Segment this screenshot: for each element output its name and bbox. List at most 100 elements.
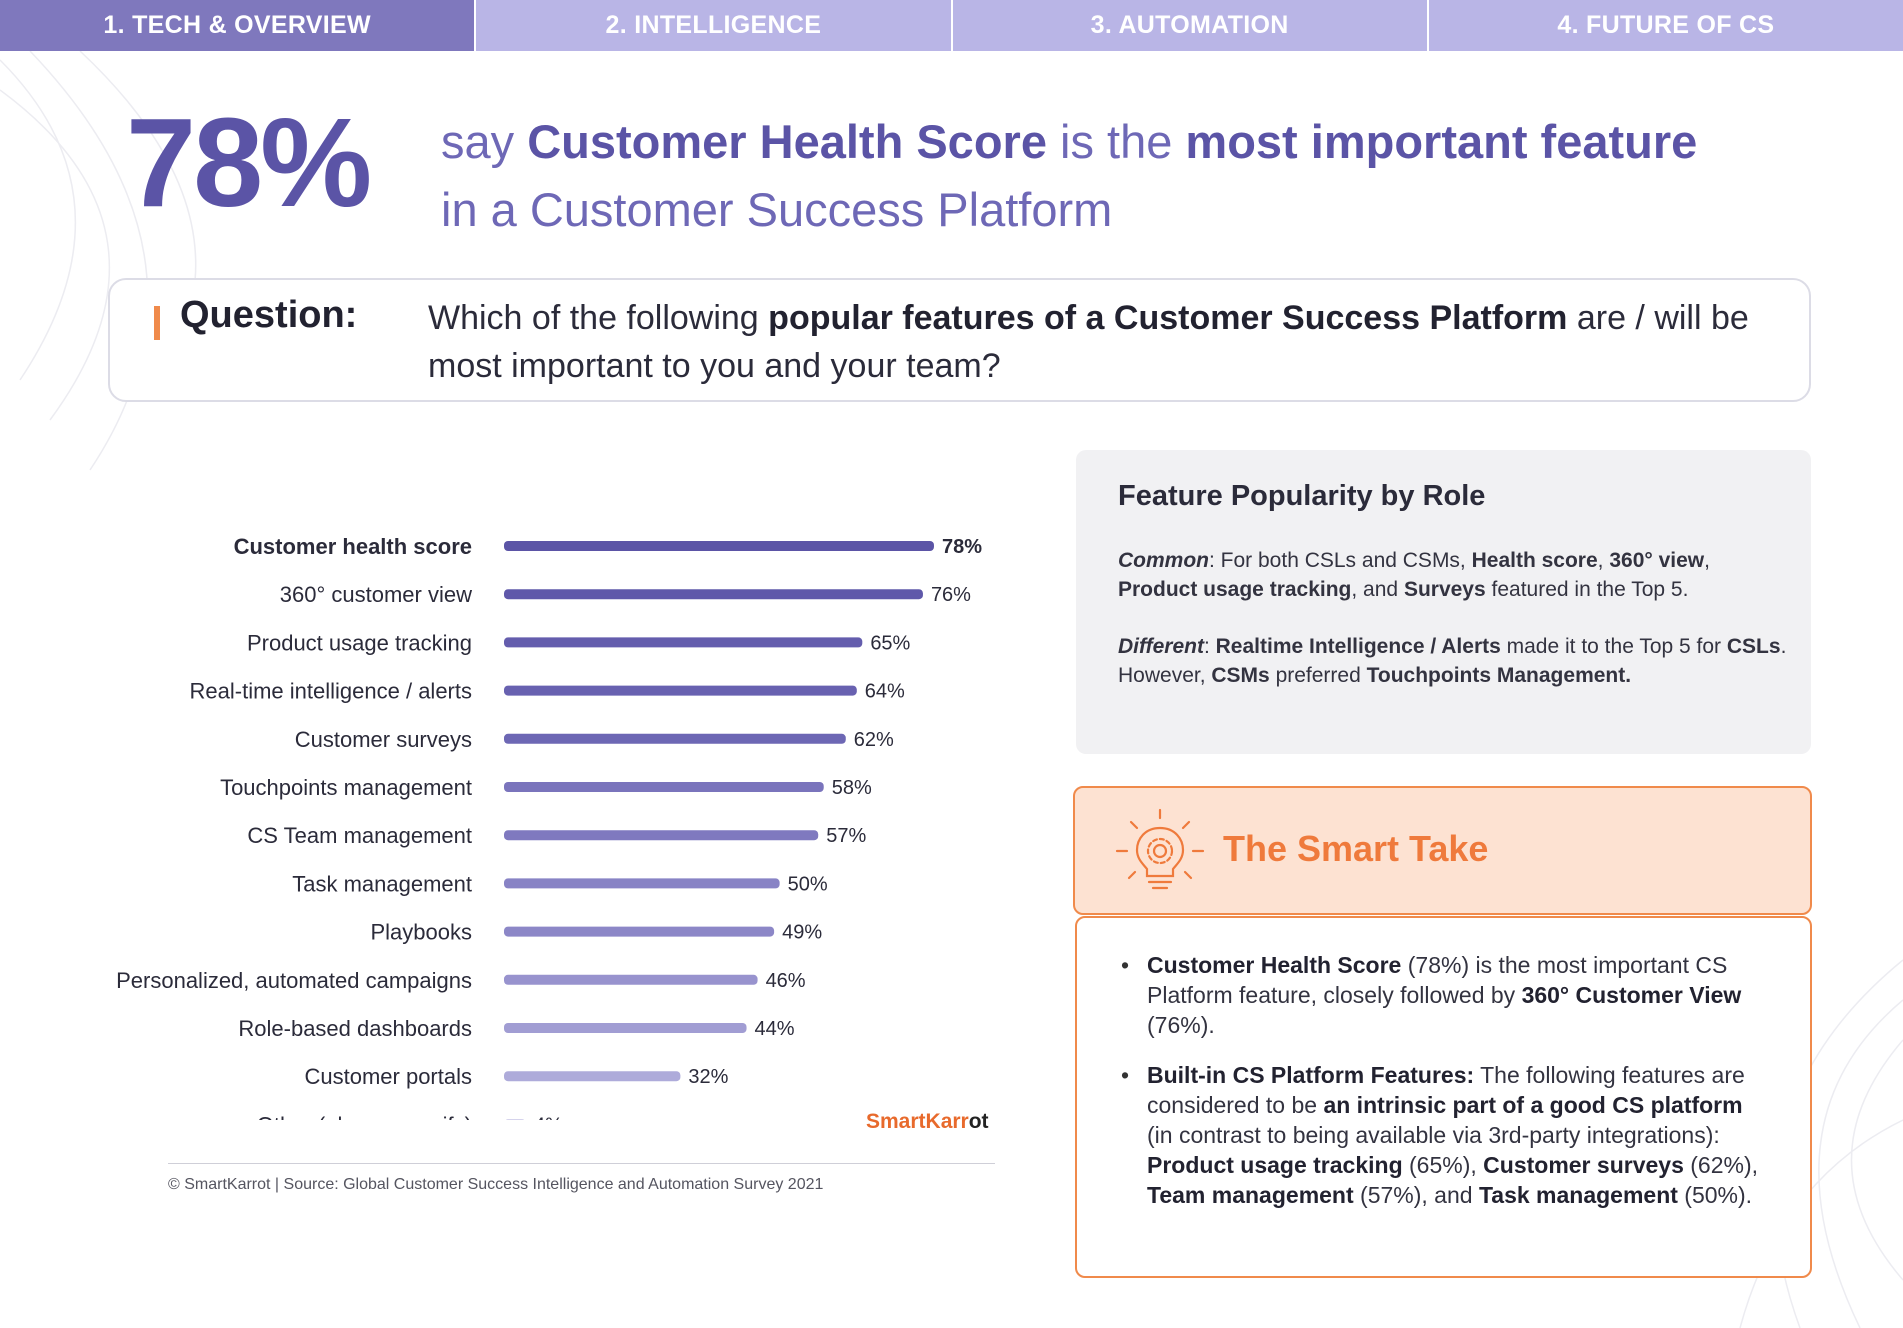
- brand-part-a: SmartKarr: [866, 1110, 969, 1133]
- value-label: 46%: [766, 970, 806, 992]
- category-label: CS Team management: [247, 823, 472, 848]
- bar: [504, 637, 863, 648]
- category-label: Role-based dashboards: [238, 1016, 472, 1041]
- text: :: [1203, 635, 1216, 658]
- popularity-common: Common: For both CSLs and CSMs, Health s…: [1118, 546, 1788, 604]
- brand-part-b: ot: [968, 1110, 989, 1133]
- question-box: Question: Which of the following popular…: [108, 278, 1811, 402]
- bold: Built-in CS Platform Features:: [1147, 1062, 1475, 1088]
- question-bold: popular features of a Customer Success P…: [768, 299, 1568, 337]
- text: : For both CSLs and CSMs,: [1209, 549, 1472, 572]
- value-label: 50%: [788, 873, 828, 895]
- smart-take-header: The Smart Take: [1073, 786, 1812, 915]
- bold: 360° Customer View: [1521, 982, 1742, 1008]
- bold: Surveys: [1403, 578, 1486, 601]
- headline-part: in a Customer Success Platform: [441, 183, 1113, 236]
- tab-tech-overview[interactable]: 1. TECH & OVERVIEW: [0, 0, 477, 51]
- headline-text: say Customer Health Score is the most im…: [441, 108, 1841, 244]
- bold: Realtime Intelligence / Alerts: [1215, 635, 1501, 658]
- category-label: 360° customer view: [280, 582, 472, 607]
- smart-take-body: Customer Health Score (78%) is the most …: [1075, 916, 1812, 1278]
- popularity-title: Feature Popularity by Role: [1118, 480, 1486, 512]
- value-label: 49%: [782, 922, 822, 944]
- tab-intelligence[interactable]: 2. INTELLIGENCE: [476, 0, 953, 51]
- different-label: Different: [1118, 635, 1204, 658]
- tab-automation[interactable]: 3. AUTOMATION: [952, 0, 1429, 51]
- question-text: Which of the following popular features …: [428, 294, 1788, 390]
- category-label: Playbooks: [370, 920, 472, 945]
- bold: Customer surveys: [1483, 1152, 1684, 1178]
- bar: [504, 782, 824, 792]
- bar: [505, 1119, 525, 1120]
- bold: Customer Health Score: [1147, 952, 1402, 978]
- text: featured in the Top 5.: [1485, 578, 1689, 601]
- smartkarrot-logo: SmartKarrot: [866, 1110, 989, 1134]
- bar: [504, 926, 775, 937]
- smart-take-bullet-2: Built-in CS Platform Features: The follo…: [1121, 1060, 1767, 1210]
- text: (76%).: [1147, 1012, 1215, 1038]
- common-label: Common: [1118, 549, 1209, 572]
- headline-bold: most important feature: [1185, 115, 1698, 168]
- text: (in contrast to being available via 3rd-…: [1147, 1122, 1720, 1148]
- feature-popularity-card: Feature Popularity by Role Common: For b…: [1076, 450, 1811, 754]
- headline-bold: Customer Health Score: [527, 115, 1047, 168]
- text: (62%),: [1683, 1152, 1758, 1178]
- category-label: Customer health score: [234, 534, 472, 559]
- popularity-different: Different: Realtime Intelligence / Alert…: [1118, 632, 1788, 690]
- chart-svg: Customer health score 78% 360° customer vi…: [116, 534, 982, 1120]
- value-label: 57%: [826, 825, 866, 847]
- bold: Product usage tracking: [1118, 578, 1352, 601]
- value-label: 62%: [854, 729, 894, 751]
- headline-stat: 78%: [126, 92, 372, 233]
- text: ,: [1597, 549, 1610, 572]
- text: preferred: [1269, 664, 1367, 687]
- feature-bar-chart: Customer health score 78% 360° customer vi…: [0, 520, 1010, 1140]
- bar: [504, 1023, 747, 1033]
- lightbulb-gear-icon: [1115, 808, 1205, 890]
- text: (78%) is the most important CS Platform …: [1147, 952, 1728, 1008]
- tab-future-of-cs[interactable]: 4. FUTURE OF CS: [1428, 0, 1903, 51]
- text: made it to the Top 5 for: [1500, 635, 1727, 658]
- bold: Product usage tracking: [1147, 1152, 1403, 1178]
- text: , and: [1351, 578, 1404, 601]
- value-label: 58%: [832, 777, 872, 799]
- bold: Task management: [1478, 1182, 1678, 1208]
- bold: Team management: [1147, 1182, 1354, 1208]
- question-part: Which of the following: [428, 299, 769, 337]
- section-tabs: 1. TECH & OVERVIEW 2. INTELLIGENCE 3. AU…: [0, 0, 1903, 51]
- bold: CSLs: [1726, 635, 1781, 658]
- source-note: © SmartKarrot | Source: Global Customer …: [168, 1176, 824, 1193]
- category-label: Personalized, automated campaigns: [116, 968, 472, 993]
- category-label: Task management: [292, 871, 472, 896]
- value-label: 76%: [931, 584, 971, 606]
- bar: [504, 974, 758, 985]
- bar: [504, 830, 819, 841]
- text: (57%), and: [1353, 1182, 1479, 1208]
- category-label: Other (please specify): [257, 1112, 472, 1120]
- value-label: 4%: [534, 1114, 563, 1120]
- text: (65%),: [1402, 1152, 1484, 1178]
- text: ,: [1704, 549, 1710, 572]
- text: The following features are considered to…: [1147, 1062, 1745, 1118]
- bold: 360° view: [1609, 549, 1705, 572]
- question-part: are / will be most important to you and …: [428, 299, 1749, 385]
- bold: Health score: [1471, 549, 1598, 572]
- value-label: 65%: [870, 632, 910, 654]
- bar: [504, 685, 857, 696]
- value-label: 78%: [942, 536, 982, 558]
- category-label: Customer surveys: [295, 727, 472, 752]
- category-label: Touchpoints management: [220, 775, 472, 800]
- bar: [504, 589, 923, 600]
- value-label: 44%: [755, 1018, 795, 1040]
- bold: CSMs: [1211, 664, 1270, 687]
- smart-take-title: The Smart Take: [1223, 828, 1489, 869]
- bold: Touchpoints Management.: [1366, 664, 1632, 687]
- bar: [504, 878, 780, 889]
- category-label: Customer portals: [304, 1064, 472, 1089]
- text: (50%).: [1677, 1182, 1753, 1208]
- bar: [504, 733, 846, 744]
- category-label: Real-time intelligence / alerts: [190, 679, 472, 704]
- headline-part: is the: [1046, 115, 1186, 168]
- text: . However,: [1118, 635, 1787, 687]
- value-label: 64%: [865, 681, 905, 703]
